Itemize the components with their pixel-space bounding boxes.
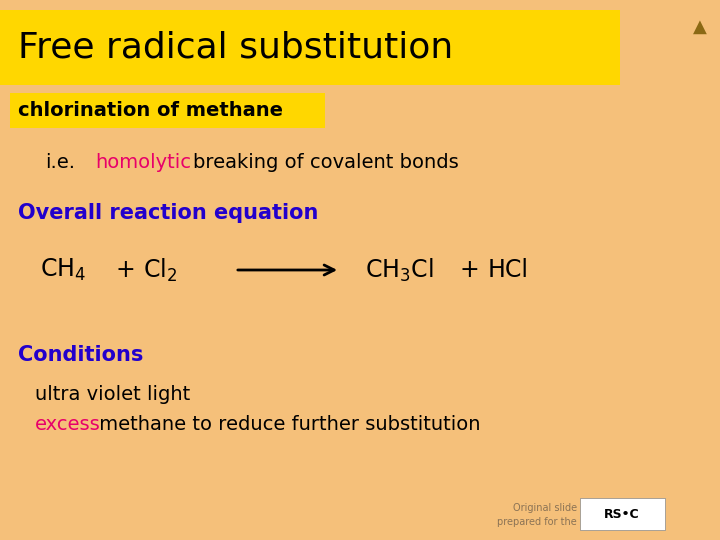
Text: Conditions: Conditions — [18, 345, 143, 365]
FancyArrowPatch shape — [238, 265, 334, 275]
Text: CH$_4$: CH$_4$ — [40, 257, 86, 283]
Text: chlorination of methane: chlorination of methane — [18, 100, 283, 119]
Text: Original slide
prepared for the: Original slide prepared for the — [498, 503, 577, 527]
Bar — [580, 498, 665, 530]
Text: excess: excess — [35, 415, 101, 435]
Text: Overall reaction equation: Overall reaction equation — [18, 203, 318, 223]
Text: homolytic: homolytic — [95, 152, 191, 172]
Text: i.e.: i.e. — [45, 152, 75, 172]
Text: RS•C: RS•C — [604, 508, 640, 521]
Text: methane to reduce further substitution: methane to reduce further substitution — [93, 415, 480, 435]
Text: Cl$_2$: Cl$_2$ — [143, 256, 177, 284]
Text: +: + — [460, 258, 480, 282]
Text: ▲: ▲ — [693, 18, 707, 36]
Bar — [0, 10, 620, 85]
Bar — [10, 93, 325, 128]
Text: ultra violet light: ultra violet light — [35, 386, 190, 404]
Text: CH$_3$Cl: CH$_3$Cl — [365, 256, 433, 284]
Text: HCl: HCl — [488, 258, 529, 282]
Text: +: + — [115, 258, 135, 282]
Text: Free radical substitution: Free radical substitution — [18, 30, 454, 64]
Text: breaking of covalent bonds: breaking of covalent bonds — [193, 152, 459, 172]
